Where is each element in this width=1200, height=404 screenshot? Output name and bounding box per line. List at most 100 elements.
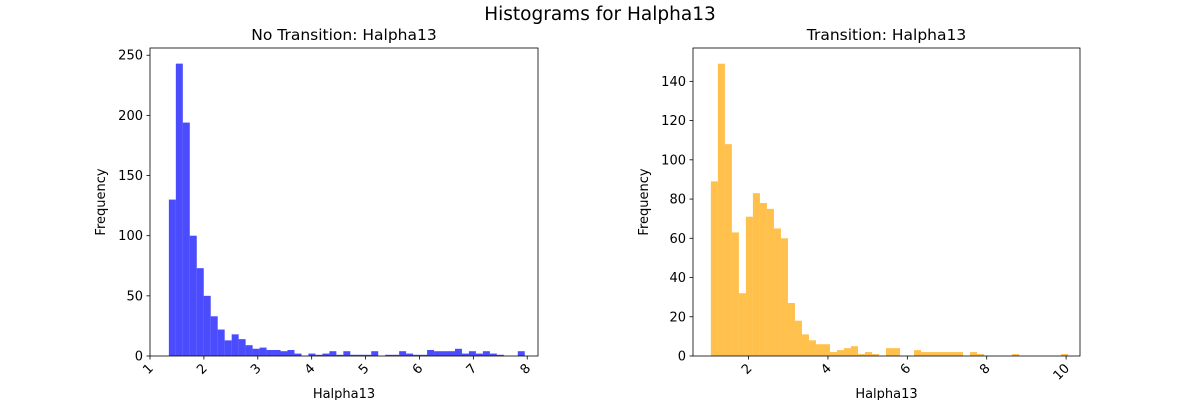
x-tick-label: 4: [302, 361, 318, 377]
histogram-bar: [766, 208, 774, 356]
histogram-bar: [203, 295, 211, 356]
y-tick-label: 140: [661, 75, 686, 90]
histogram-bar: [420, 354, 428, 356]
histogram-bar: [864, 352, 872, 356]
chart-title: No Transition: Halpha13: [251, 26, 436, 44]
histogram-bar: [454, 348, 462, 356]
y-tick-label: 50: [126, 289, 143, 304]
x-tick-label: 6: [898, 361, 914, 377]
histogram-bar: [357, 354, 365, 356]
histogram-bar: [843, 348, 851, 356]
histogram-bar: [427, 349, 435, 356]
histogram-bar: [489, 353, 497, 356]
histogram-bar: [482, 351, 490, 356]
histogram-bar: [245, 345, 253, 356]
histogram-bar: [392, 354, 400, 356]
histogram-bar: [217, 329, 225, 356]
histogram-bar: [294, 353, 302, 356]
histogram-bar: [857, 354, 865, 356]
histogram-bar: [461, 353, 469, 356]
x-tick-label: 2: [194, 361, 210, 377]
x-tick-label: 5: [356, 361, 372, 377]
y-tick-label: 80: [669, 193, 686, 208]
x-tick-label: 8: [977, 361, 993, 377]
axes-frame: [149, 47, 539, 357]
histogram-bar: [780, 238, 788, 356]
y-axis-label: Frequency: [94, 168, 109, 235]
histogram-bar: [829, 352, 837, 356]
histogram-bar: [315, 354, 323, 356]
histogram-bar: [1061, 354, 1069, 356]
histogram-bar: [928, 352, 936, 356]
axes-frame: [692, 47, 1081, 357]
histogram-bar: [808, 340, 816, 356]
histogram-bar: [921, 352, 929, 356]
histogram-bar: [850, 346, 858, 356]
y-tick-label: 60: [669, 232, 686, 247]
histogram-bar: [1012, 354, 1020, 356]
histogram-bar: [434, 351, 442, 356]
y-tick-label: 150: [118, 169, 143, 184]
histogram-bar: [238, 339, 246, 356]
y-axis-label: Frequency: [637, 168, 652, 235]
figure-suptitle: Histograms for Halpha13: [484, 4, 716, 25]
histogram-bar: [752, 193, 760, 356]
y-tick-label: 20: [669, 310, 686, 325]
histogram-bar: [364, 354, 372, 356]
histogram-bar: [794, 320, 802, 356]
x-tick-label: 8: [518, 361, 534, 377]
histogram-bar: [231, 334, 239, 356]
histogram-bar: [886, 348, 894, 356]
histogram-bar: [329, 351, 337, 356]
histogram-bar: [259, 347, 267, 356]
histogram-bar: [266, 349, 274, 356]
histogram-bar: [949, 352, 957, 356]
histogram-bar: [738, 293, 746, 356]
histogram-bar: [168, 199, 176, 356]
histogram-bar: [189, 235, 197, 356]
x-tick-label: 2: [739, 361, 755, 377]
histogram-bar: [970, 352, 978, 356]
histogram-bar: [280, 351, 288, 356]
histogram-bar: [371, 351, 379, 356]
histogram-bar: [468, 351, 476, 356]
x-tick-label: 4: [818, 361, 834, 377]
histogram-bar: [731, 232, 739, 356]
histogram-bar: [448, 351, 455, 356]
histogram-bar: [441, 351, 449, 356]
chart-title: Transition: Halpha13: [806, 26, 966, 44]
y-tick-label: 120: [661, 114, 686, 129]
histogram-bar: [308, 353, 316, 356]
histogram-bar: [273, 349, 281, 356]
histogram-bar: [893, 348, 901, 356]
histogram-bar: [336, 354, 344, 356]
histogram-bar: [822, 344, 830, 356]
histogram-bar: [287, 349, 295, 356]
histogram-bar: [196, 268, 204, 356]
histogram-bar: [175, 63, 183, 356]
y-tick-label: 100: [661, 153, 686, 168]
histogram-bar: [717, 63, 725, 356]
histogram-bar: [914, 350, 922, 356]
x-tick-label: 10: [1051, 361, 1073, 383]
histogram-bar: [406, 353, 414, 356]
histogram-bar: [836, 350, 844, 356]
y-tick-label: 200: [118, 109, 143, 124]
histogram-bar: [517, 351, 525, 356]
histogram-bar: [224, 340, 232, 356]
y-tick-label: 0: [135, 350, 143, 365]
histogram-bar: [343, 351, 351, 356]
histogram-bar: [871, 354, 879, 356]
histogram-bar: [350, 354, 358, 356]
histogram-bar: [759, 202, 767, 356]
histogram-bar: [956, 352, 964, 356]
y-tick-label: 250: [118, 49, 143, 64]
histogram-bar: [475, 353, 483, 356]
histogram-bar: [787, 303, 795, 356]
x-axis-label: Halpha13: [855, 387, 917, 400]
histogram-bar: [322, 353, 330, 356]
